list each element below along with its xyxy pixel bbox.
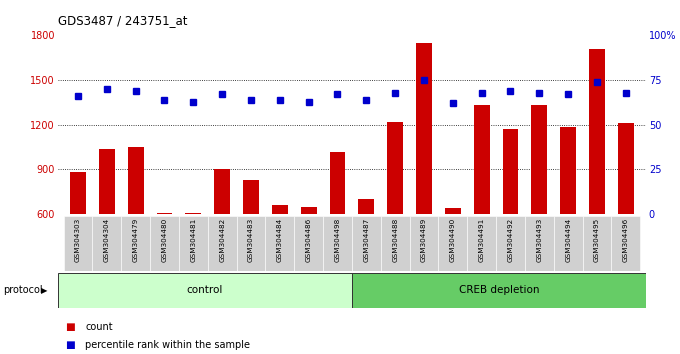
Text: GSM304483: GSM304483 [248, 218, 254, 262]
Bar [611, 216, 641, 271]
Text: GSM304492: GSM304492 [507, 218, 513, 262]
Bar [531, 105, 547, 303]
Bar [92, 216, 121, 271]
Bar [525, 216, 554, 271]
Bar [63, 216, 92, 271]
Bar [186, 213, 201, 303]
Bar [70, 172, 86, 303]
Text: GSM304488: GSM304488 [392, 218, 398, 262]
Bar [560, 127, 576, 303]
Text: CREB depletion: CREB depletion [459, 285, 539, 295]
Text: GSM304494: GSM304494 [565, 218, 571, 262]
Bar [99, 149, 115, 303]
Text: control: control [187, 285, 223, 295]
Text: ▶: ▶ [41, 286, 48, 295]
Bar [589, 49, 605, 303]
Text: percentile rank within the sample: percentile rank within the sample [85, 340, 250, 350]
Bar [150, 216, 179, 271]
Text: GSM304484: GSM304484 [277, 218, 283, 262]
Bar [323, 216, 352, 271]
Bar [128, 147, 143, 303]
Text: GSM304482: GSM304482 [219, 218, 225, 262]
Text: protocol: protocol [3, 285, 43, 295]
Bar [294, 216, 323, 271]
Bar [496, 216, 525, 271]
Bar [474, 105, 490, 303]
Bar [583, 216, 611, 271]
Bar [503, 129, 518, 303]
Text: GSM304495: GSM304495 [594, 218, 600, 262]
Text: GSM304479: GSM304479 [133, 218, 139, 262]
Bar [409, 216, 439, 271]
Text: GSM304489: GSM304489 [421, 218, 427, 262]
Text: GSM304304: GSM304304 [104, 218, 109, 262]
Text: ■: ■ [65, 322, 74, 332]
Text: GSM304480: GSM304480 [161, 218, 167, 262]
Text: GSM304496: GSM304496 [623, 218, 629, 262]
Bar [179, 216, 207, 271]
Bar [352, 216, 381, 271]
Bar [467, 216, 496, 271]
Bar [445, 208, 461, 303]
Text: GSM304481: GSM304481 [190, 218, 197, 262]
Text: count: count [85, 322, 113, 332]
Text: GSM304491: GSM304491 [479, 218, 485, 262]
Bar [58, 273, 352, 308]
Bar [381, 216, 409, 271]
Bar [554, 216, 583, 271]
Bar [237, 216, 265, 271]
Bar [387, 122, 403, 303]
Text: ■: ■ [65, 340, 74, 350]
Bar [265, 216, 294, 271]
Text: GDS3487 / 243751_at: GDS3487 / 243751_at [58, 14, 187, 27]
Bar [214, 170, 230, 303]
Bar [439, 216, 467, 271]
Text: GSM304490: GSM304490 [449, 218, 456, 262]
Text: GSM304486: GSM304486 [305, 218, 311, 262]
Bar [416, 43, 432, 303]
Bar [156, 213, 173, 303]
Bar [207, 216, 237, 271]
Bar [301, 207, 317, 303]
Text: GSM304487: GSM304487 [363, 218, 369, 262]
Text: GSM304303: GSM304303 [75, 218, 81, 262]
Bar [243, 180, 259, 303]
Text: GSM304493: GSM304493 [537, 218, 543, 262]
Bar [358, 199, 374, 303]
Bar [352, 273, 646, 308]
Bar [121, 216, 150, 271]
Bar [330, 152, 345, 303]
Bar [618, 123, 634, 303]
Bar [272, 205, 288, 303]
Text: GSM304498: GSM304498 [335, 218, 341, 262]
